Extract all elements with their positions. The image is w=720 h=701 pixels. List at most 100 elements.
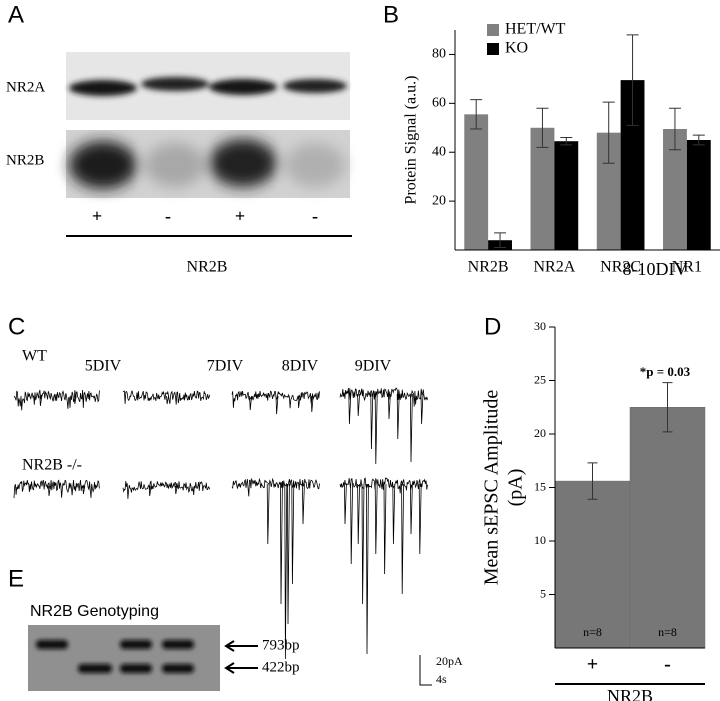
y-tick-label: 5 (540, 586, 546, 600)
panel-label: A (8, 1, 24, 28)
arrow (224, 640, 258, 674)
x-tick-label: NR2B (468, 259, 509, 276)
bar (554, 480, 631, 649)
band-label: 422bp (262, 659, 300, 675)
error-bar (692, 134, 705, 146)
band (69, 141, 137, 189)
y-tick-label: 30 (534, 319, 546, 333)
bands (69, 77, 347, 96)
band (209, 79, 277, 95)
band (285, 143, 345, 187)
error-bar (494, 232, 507, 249)
group-label: NR2B (187, 259, 228, 276)
bar (464, 114, 489, 250)
error-bar (668, 107, 681, 151)
band (141, 77, 209, 91)
condition-label: NR2B -/- (22, 457, 82, 474)
band (69, 80, 137, 96)
legend-label: HET/WT (505, 21, 566, 38)
y-tick-label: 20 (432, 193, 446, 208)
y-tick-label: 25 (534, 372, 546, 386)
trace (13, 479, 100, 499)
day-label: 7DIV (207, 358, 244, 375)
x-axis-label: NR2B (607, 686, 653, 701)
lane-label: - (165, 206, 171, 226)
band (209, 139, 277, 187)
error-bar (470, 99, 483, 130)
bar (620, 80, 645, 250)
bar-label: n=8 (658, 625, 677, 639)
x-tick-label: - (664, 654, 671, 676)
day-label: 5DIV (85, 358, 122, 375)
error-bar (626, 34, 639, 126)
y-tick-label: 20 (534, 426, 546, 440)
trace (13, 389, 100, 411)
trace (339, 387, 428, 465)
day-label: 9DIV (355, 358, 392, 375)
bands (69, 139, 345, 189)
band (283, 79, 347, 93)
gel-band (120, 640, 152, 649)
y-axis-label: (pA) (505, 469, 527, 507)
annotation: *p = 0.03 (640, 364, 691, 379)
bar (530, 127, 555, 250)
trace (122, 480, 211, 499)
trace (231, 390, 320, 415)
bar (629, 407, 706, 649)
panel-label: B (383, 1, 399, 28)
lane-label: + (92, 206, 102, 226)
bar (554, 141, 579, 250)
y-axis-label: Protein Signal (a.u.) (403, 76, 420, 205)
error-bar (536, 107, 549, 148)
bar (686, 140, 711, 250)
band (145, 143, 205, 187)
error-bar (662, 382, 673, 433)
y-tick-label: 80 (432, 47, 446, 62)
y-tick-label: 60 (432, 96, 446, 111)
trace (122, 390, 211, 405)
scale-label: 4s (436, 672, 447, 686)
blot-row-label: NR2B (6, 152, 44, 168)
gel-band (120, 664, 152, 673)
gel-band (162, 640, 194, 649)
day-label: 8DIV (282, 358, 319, 375)
legend-swatch (487, 24, 499, 36)
bar (596, 132, 621, 250)
gap (66, 120, 350, 130)
chart-title: 8-10DIV (623, 259, 688, 279)
scale-label: 20pA (436, 654, 463, 668)
error-bar (602, 101, 615, 164)
lane-label: - (312, 206, 318, 226)
scale-bar (419, 655, 432, 686)
legend-swatch (487, 43, 499, 55)
blot (66, 52, 350, 198)
condition-label: WT (22, 348, 47, 365)
lane-label: + (235, 206, 245, 226)
x-tick-label: NR2C (600, 259, 641, 276)
x-tick-label: NR1 (672, 259, 702, 276)
panel-label: C (8, 313, 25, 340)
y-tick-label: 40 (432, 144, 446, 159)
trace (339, 477, 428, 655)
bar-label: n=8 (583, 625, 602, 639)
trace (231, 477, 320, 660)
error-bar (560, 137, 573, 146)
legend-label: KO (505, 40, 528, 57)
y-axis-label: Mean sEPSC Amplitude (481, 390, 503, 586)
gel (28, 625, 220, 691)
x-tick-label: NR2A (533, 259, 575, 276)
blot-row-label: NR2A (6, 79, 45, 95)
traces (13, 387, 428, 660)
x-tick-label: + (587, 654, 598, 676)
gel-bands (36, 640, 194, 673)
y-tick-label: 15 (534, 479, 546, 493)
gel-band (36, 640, 68, 649)
y-tick-label: 10 (534, 533, 546, 547)
bar (663, 129, 687, 250)
panel-label: E (8, 565, 24, 592)
gel-band (78, 664, 112, 673)
gel-title: NR2B Genotyping (30, 603, 159, 620)
error-bar (587, 462, 598, 500)
gel-band (162, 664, 194, 673)
